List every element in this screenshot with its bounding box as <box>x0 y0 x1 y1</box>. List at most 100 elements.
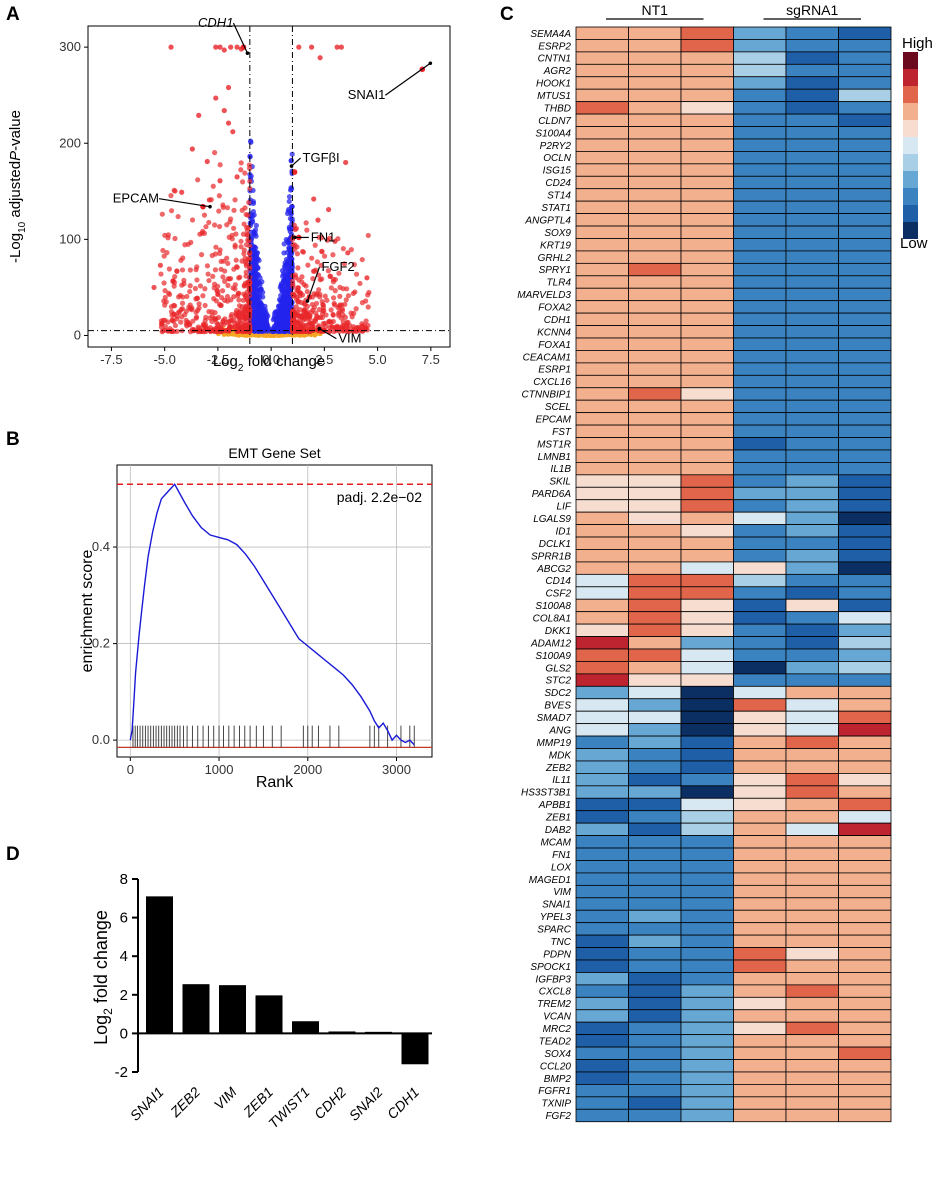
heatmap-cell <box>785 275 839 289</box>
heatmap-cell <box>575 698 629 712</box>
heatmap-cell <box>733 1009 787 1023</box>
row-label: ADAM12 <box>530 638 571 649</box>
heatmap-cell <box>680 934 734 948</box>
sig-point-outlier <box>217 44 223 50</box>
sig-point-high-fc <box>310 323 316 329</box>
heatmap-cell <box>838 909 892 924</box>
heatmap-cell <box>733 1084 787 1098</box>
heatmap-cell <box>575 685 629 700</box>
sig-point-high-fc <box>336 270 342 276</box>
heatmap-cell <box>733 26 787 40</box>
sig-point-low-fc <box>288 158 294 164</box>
sig-point-high-fc <box>337 308 343 314</box>
legend-swatch <box>903 86 918 103</box>
x-tick-label: 1000 <box>205 762 234 777</box>
heatmap-cell <box>680 63 734 78</box>
heatmap-cell <box>628 175 682 190</box>
heatmap-cell <box>785 175 839 190</box>
row-label: ESRP1 <box>538 365 571 376</box>
heatmap-cell <box>628 325 682 339</box>
sig-point-high-fc <box>292 272 298 278</box>
heatmap-cell <box>628 810 682 824</box>
sig-point-low-fc <box>287 228 293 235</box>
heatmap-cell <box>680 710 734 725</box>
heatmap-cell <box>785 723 839 737</box>
heatmap-cell <box>733 312 787 326</box>
heatmap-cell <box>680 723 734 737</box>
gene-label-cdh1: CDH1 <box>198 15 233 30</box>
heatmap-cell <box>575 374 629 389</box>
heatmap-cell <box>680 374 734 389</box>
heatmap-cell <box>680 884 734 899</box>
sig-point-high-fc <box>195 324 201 330</box>
heatmap-cell <box>680 250 734 264</box>
sig-point-low-fc <box>285 208 291 214</box>
heatmap-cell <box>785 51 839 65</box>
heatmap-cell <box>628 872 682 886</box>
row-label: SPRR1B <box>531 551 571 562</box>
gene-label-tgfβi: TGFβI <box>303 150 340 165</box>
y-tick-label: 8 <box>120 871 128 888</box>
heatmap-cell <box>785 262 839 277</box>
heatmap-cell <box>628 424 682 438</box>
heatmap-cell <box>733 101 787 115</box>
heatmap-cell <box>628 922 682 936</box>
sig-point-high-fc <box>301 281 307 288</box>
heatmap-cell <box>575 461 629 476</box>
heatmap-cell <box>680 1021 734 1036</box>
heatmap-cell <box>838 1071 892 1085</box>
heatmap-cell <box>838 1034 892 1048</box>
heatmap-cell <box>575 822 629 836</box>
heatmap-cell <box>838 698 892 712</box>
heatmap-cell <box>838 785 892 799</box>
sig-point-high-fc <box>313 316 319 322</box>
sig-point-high-fc <box>297 306 303 313</box>
heatmap-cell <box>680 126 734 140</box>
heatmap-cell <box>575 947 629 961</box>
panel-label-a: A <box>6 4 20 25</box>
heatmap-cell <box>838 748 892 762</box>
heatmap-cell <box>785 76 839 90</box>
sig-point-high-fc <box>302 301 308 308</box>
row-label: ZEB1 <box>545 813 571 824</box>
sig-point-high-fc <box>174 328 180 334</box>
annotation-arrow-head <box>245 51 250 55</box>
row-label: PDPN <box>543 949 572 960</box>
row-label: MMP19 <box>537 738 572 749</box>
sig-point-high-fc <box>246 199 252 206</box>
heatmap-cell <box>785 200 839 215</box>
sig-point-high-fc <box>212 150 218 156</box>
heatmap-cell <box>785 213 839 227</box>
heatmap-cell <box>733 1096 787 1110</box>
sig-point-high-fc <box>246 303 252 309</box>
heatmap-cell <box>785 959 839 973</box>
legend-swatch <box>903 137 918 154</box>
heatmap-cell <box>575 76 629 90</box>
sig-point-high-fc <box>176 309 183 315</box>
heatmap-cell <box>680 449 734 463</box>
sig-point-high-fc <box>216 193 222 199</box>
sig-point-low-fc <box>259 314 265 320</box>
sig-point-high-fc <box>345 319 351 325</box>
sig-point-high-fc <box>237 316 243 322</box>
annotation-arrow-line <box>384 62 431 96</box>
heatmap-cell <box>628 399 682 414</box>
sig-point-high-fc <box>234 328 240 335</box>
heatmap-cell <box>838 710 892 725</box>
sig-point-outlier <box>308 44 315 50</box>
padj-annotation: padj. 2.2e−02 <box>337 489 422 505</box>
heatmap-cell <box>785 499 839 513</box>
y-tick-label: 4 <box>120 948 128 965</box>
heatmap-cell <box>733 611 787 625</box>
annotation-arrow-line <box>232 22 248 54</box>
sig-point-high-fc <box>184 293 190 300</box>
heatmap-cell <box>838 797 892 812</box>
heatmap-cell <box>628 573 682 588</box>
heatmap-cell <box>838 88 892 103</box>
heatmap-cell <box>628 748 682 762</box>
row-label: SDC2 <box>544 688 571 699</box>
heatmap-cell <box>628 661 682 675</box>
heatmap-cell <box>575 636 629 650</box>
sig-point-outlier <box>296 44 302 50</box>
bar-zeb1 <box>255 995 283 1034</box>
